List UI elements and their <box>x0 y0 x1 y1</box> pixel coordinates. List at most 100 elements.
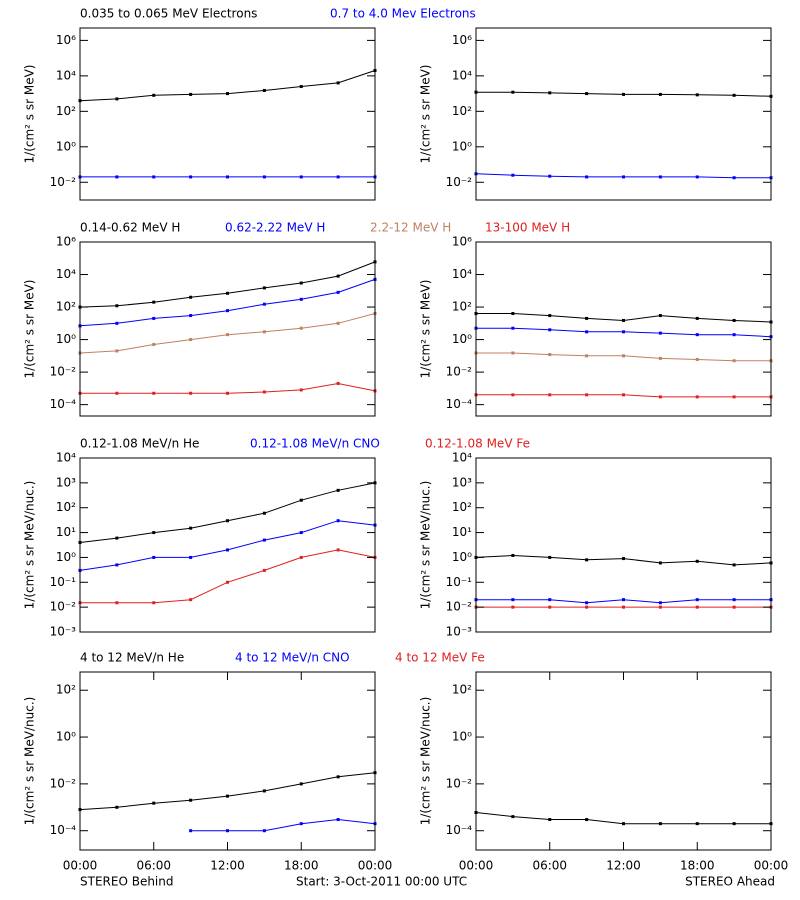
data-point <box>658 92 662 96</box>
y-tick-label: 10⁻⁴ <box>50 397 77 411</box>
data-point <box>695 316 699 320</box>
footer-left: STEREO Behind <box>80 875 174 889</box>
y-tick-label: 10⁰ <box>56 332 76 346</box>
data-point <box>262 789 266 793</box>
y-axis-label: 1/(cm² s sr MeV/nuc.) <box>419 481 433 610</box>
data-point <box>622 393 625 397</box>
y-tick-label: 10⁴ <box>452 451 472 465</box>
y-tick-label: 10⁴ <box>56 68 76 82</box>
data-point <box>262 390 266 394</box>
data-point <box>511 326 515 330</box>
data-point <box>511 553 515 557</box>
data-point <box>548 605 552 609</box>
data-point <box>695 333 699 337</box>
data-point <box>658 314 662 318</box>
data-point <box>226 829 229 833</box>
data-point <box>548 555 552 559</box>
data-point <box>658 561 662 565</box>
data-point <box>695 605 699 609</box>
x-tick-label: 00:00 <box>754 859 789 873</box>
data-point <box>152 342 156 346</box>
y-tick-label: 10⁻² <box>50 365 77 379</box>
y-axis-label: 1/(cm² s sr MeV) <box>419 65 433 164</box>
data-point <box>695 598 699 602</box>
data-point <box>585 393 589 397</box>
data-point <box>189 295 193 299</box>
data-point <box>511 312 515 316</box>
data-point <box>189 175 193 179</box>
data-point <box>152 391 156 395</box>
y-tick-label: 10⁰ <box>452 332 472 346</box>
y-tick-label: 10⁻⁴ <box>446 823 473 837</box>
data-point <box>226 309 229 313</box>
y-axis-label: 1/(cm² s sr MeV/nuc.) <box>23 697 37 826</box>
data-point <box>262 330 266 334</box>
data-point <box>262 829 266 833</box>
data-point <box>548 328 552 332</box>
y-tick-label: 10² <box>56 500 76 514</box>
data-point <box>548 818 552 822</box>
data-point <box>262 538 266 542</box>
data-point <box>299 822 303 826</box>
data-point <box>152 801 156 805</box>
y-tick-label: 10⁻¹ <box>50 575 77 589</box>
y-axis-label: 1/(cm² s sr MeV) <box>419 280 433 379</box>
data-point <box>511 598 515 602</box>
data-point <box>732 318 736 322</box>
data-point <box>226 580 229 584</box>
legend-entry: 13-100 MeV H <box>485 221 570 235</box>
data-point <box>299 498 303 502</box>
data-point <box>548 393 552 397</box>
legend-entry: 0.14-0.62 MeV H <box>80 221 180 235</box>
data-point <box>732 605 736 609</box>
y-tick-label: 10⁰ <box>56 139 76 153</box>
data-point <box>622 354 625 358</box>
legend-entry: 0.12-1.08 MeV Fe <box>425 437 530 451</box>
data-point <box>658 395 662 399</box>
data-point <box>511 351 515 355</box>
y-tick-label: 10⁰ <box>452 550 472 564</box>
x-tick-label: 06:00 <box>136 859 171 873</box>
y-tick-label: 10⁻² <box>446 365 473 379</box>
x-tick-label: 12:00 <box>210 859 245 873</box>
data-point <box>152 93 156 97</box>
data-point <box>732 822 736 826</box>
y-tick-label: 10⁰ <box>56 550 76 564</box>
y-tick-label: 10⁶ <box>56 33 76 47</box>
data-point <box>189 391 193 395</box>
y-tick-label: 10⁻² <box>446 600 473 614</box>
data-point <box>732 333 736 337</box>
y-tick-label: 10² <box>56 683 76 697</box>
data-point <box>226 391 229 395</box>
data-point <box>658 356 662 360</box>
y-axis-label: 1/(cm² s sr MeV/nuc.) <box>419 697 433 826</box>
data-point <box>189 526 193 530</box>
y-tick-label: 10² <box>56 104 76 118</box>
y-tick-label: 10⁴ <box>56 267 76 281</box>
plot-frame <box>79 27 376 201</box>
data-point <box>622 557 625 561</box>
y-tick-label: 10⁶ <box>452 33 472 47</box>
data-point <box>152 175 156 179</box>
x-tick-label: 18:00 <box>680 859 715 873</box>
data-point <box>658 331 662 335</box>
y-tick-label: 10⁻² <box>50 600 77 614</box>
data-point <box>189 338 193 342</box>
data-point <box>658 822 662 826</box>
data-point <box>262 302 266 306</box>
y-tick-label: 10⁻² <box>50 175 77 189</box>
data-point <box>622 175 625 179</box>
data-point <box>336 775 340 779</box>
y-tick-label: 10⁻² <box>446 175 473 189</box>
data-point <box>262 286 266 290</box>
data-point <box>511 393 515 397</box>
legend-entry: 2.2-12 MeV H <box>370 221 451 235</box>
data-point <box>695 93 699 97</box>
data-point <box>115 175 119 179</box>
data-point <box>336 290 340 294</box>
data-point <box>548 174 552 178</box>
y-tick-label: 10² <box>452 500 472 514</box>
data-point <box>695 357 699 361</box>
legend-entry: 0.12-1.08 MeV/n CNO <box>250 437 380 451</box>
